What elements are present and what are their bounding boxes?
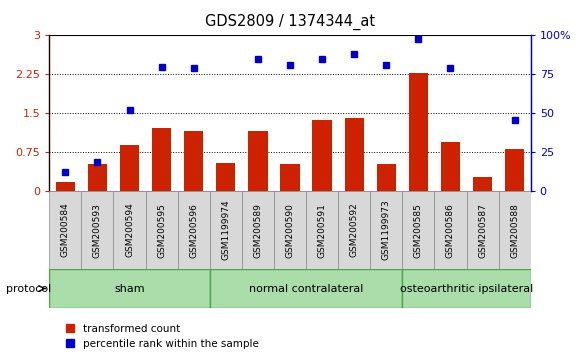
Bar — [280, 164, 300, 191]
Legend: transformed count, percentile rank within the sample: transformed count, percentile rank withi… — [66, 324, 259, 349]
Bar — [49, 191, 81, 269]
Text: GSM200584: GSM200584 — [61, 203, 70, 257]
Text: osteoarthritic ipsilateral: osteoarthritic ipsilateral — [400, 284, 533, 293]
Bar — [274, 191, 306, 269]
Bar — [505, 149, 524, 191]
Bar — [184, 131, 204, 191]
Text: GSM200591: GSM200591 — [318, 202, 327, 258]
Bar — [210, 191, 242, 269]
Bar — [152, 128, 171, 191]
Bar — [210, 269, 403, 308]
Bar — [146, 191, 177, 269]
Bar — [120, 145, 139, 191]
Bar — [338, 191, 370, 269]
Text: GSM200587: GSM200587 — [478, 202, 487, 258]
Text: GSM200592: GSM200592 — [350, 203, 358, 257]
Bar — [56, 182, 75, 191]
Bar — [306, 191, 338, 269]
Text: GSM200586: GSM200586 — [446, 202, 455, 258]
Text: GDS2809 / 1374344_at: GDS2809 / 1374344_at — [205, 14, 375, 30]
Text: sham: sham — [114, 284, 145, 293]
Bar — [177, 191, 210, 269]
Bar — [409, 73, 428, 191]
Bar — [242, 191, 274, 269]
Text: GSM200590: GSM200590 — [285, 202, 295, 258]
Text: GSM1199973: GSM1199973 — [382, 200, 391, 261]
Bar — [473, 177, 492, 191]
Bar — [370, 191, 403, 269]
Text: protocol: protocol — [6, 284, 51, 293]
Bar — [49, 269, 210, 308]
Bar — [403, 269, 531, 308]
Bar — [403, 191, 434, 269]
Bar — [216, 162, 235, 191]
Bar — [88, 164, 107, 191]
Bar — [81, 191, 114, 269]
Text: GSM1199974: GSM1199974 — [222, 200, 230, 261]
Bar — [466, 191, 499, 269]
Bar — [248, 131, 267, 191]
Text: GSM200595: GSM200595 — [157, 202, 166, 258]
Text: normal contralateral: normal contralateral — [249, 284, 363, 293]
Text: GSM200594: GSM200594 — [125, 203, 134, 257]
Text: GSM200593: GSM200593 — [93, 202, 102, 258]
Text: GSM200585: GSM200585 — [414, 202, 423, 258]
Bar — [434, 191, 466, 269]
Bar — [345, 119, 364, 191]
Bar — [313, 120, 332, 191]
Bar — [499, 191, 531, 269]
Bar — [376, 164, 396, 191]
Text: GSM200588: GSM200588 — [510, 202, 519, 258]
Text: GSM200596: GSM200596 — [189, 202, 198, 258]
Text: GSM200589: GSM200589 — [253, 202, 262, 258]
Bar — [114, 191, 146, 269]
Bar — [441, 142, 460, 191]
